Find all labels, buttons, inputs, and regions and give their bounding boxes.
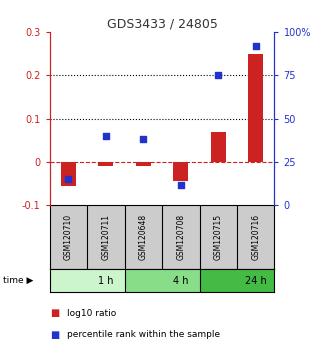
Bar (125, 205, 162, 269)
Bar (136, 162, 151, 166)
Bar (200, 269, 274, 292)
Point (103, 133, 108, 139)
Point (253, 43, 258, 48)
Bar (125, 269, 200, 292)
Bar (99, 162, 113, 166)
Bar (50, 269, 125, 292)
Bar (61, 162, 76, 186)
Text: 4 h: 4 h (173, 275, 188, 286)
Text: 24 h: 24 h (245, 275, 267, 286)
Bar (162, 205, 200, 269)
Text: ■: ■ (50, 308, 59, 318)
Text: ■: ■ (50, 330, 59, 339)
Bar (50, 205, 87, 269)
Bar (248, 53, 263, 162)
Text: percentile rank within the sample: percentile rank within the sample (67, 330, 221, 339)
Text: time ▶: time ▶ (3, 276, 34, 285)
Text: GSM120715: GSM120715 (214, 214, 223, 260)
Text: GSM120708: GSM120708 (176, 214, 185, 260)
Title: GDS3433 / 24805: GDS3433 / 24805 (107, 18, 218, 31)
Text: GSM120716: GSM120716 (251, 214, 260, 260)
Text: GSM120648: GSM120648 (139, 214, 148, 260)
Text: 1 h: 1 h (98, 275, 114, 286)
Point (66, 176, 71, 182)
Bar (87, 205, 125, 269)
Point (216, 72, 221, 78)
Bar (211, 132, 226, 162)
Bar (237, 205, 274, 269)
Text: GSM120710: GSM120710 (64, 214, 73, 260)
Bar (200, 205, 237, 269)
Point (141, 137, 146, 142)
Text: GSM120711: GSM120711 (101, 214, 110, 260)
Point (178, 182, 183, 187)
Bar (173, 162, 188, 182)
Text: log10 ratio: log10 ratio (67, 309, 117, 318)
